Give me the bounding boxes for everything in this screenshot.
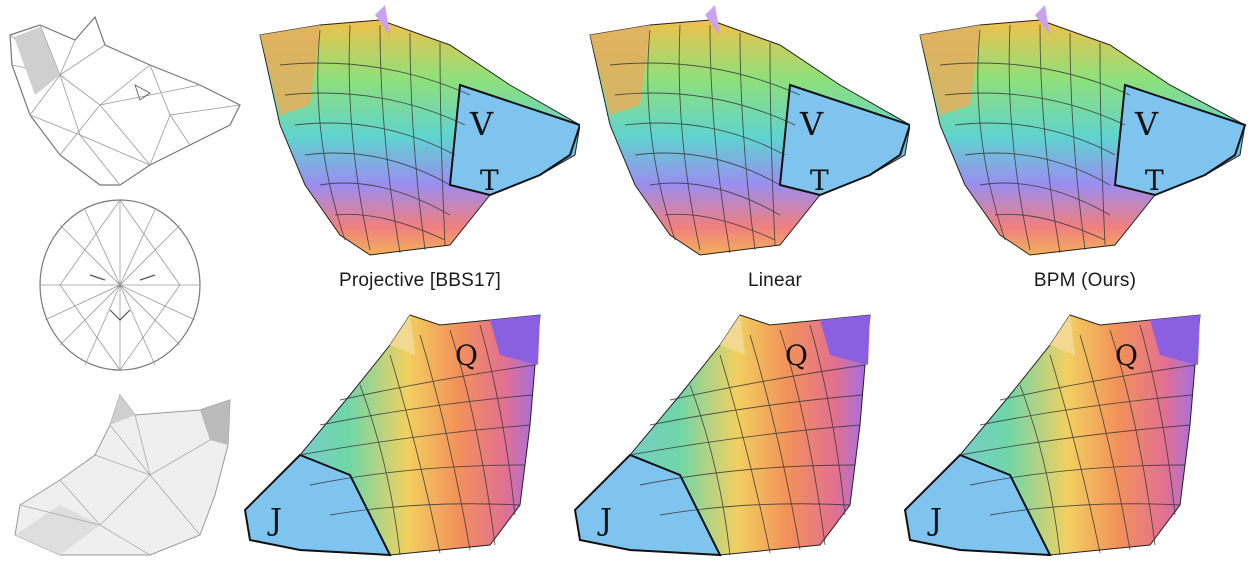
input-mesh-side: [0, 5, 250, 190]
textured-mesh-projective-bottom: J Q: [243, 314, 541, 557]
svg-text:V: V: [799, 105, 824, 143]
svg-text:T: T: [1145, 164, 1164, 197]
result-linear-top: V T: [580, 5, 910, 265]
input-mesh-flat-shaded: [0, 385, 250, 563]
svg-text:Q: Q: [785, 339, 808, 372]
svg-text:J: J: [597, 503, 612, 538]
mesh-wireframe-side: [9, 15, 241, 186]
result-bpm-bottom: J Q: [900, 305, 1230, 560]
result-projective-bottom: J Q: [240, 305, 570, 560]
mesh-flat-shaded: [14, 393, 231, 556]
caption-linear: Linear: [747, 270, 803, 291]
svg-text:J: J: [267, 503, 282, 538]
svg-text:Q: Q: [455, 339, 478, 372]
svg-text:V: V: [1134, 105, 1159, 143]
textured-mesh-bpm-top: V T: [919, 5, 1247, 256]
caption-projective: Projective [BBS17]: [338, 270, 501, 291]
textured-mesh-linear-bottom: J Q: [573, 314, 871, 557]
textured-mesh-bpm-bottom: J Q: [903, 314, 1201, 557]
mesh-wireframe-front: [39, 199, 201, 371]
result-projective-top: V T: [250, 5, 580, 265]
result-bpm-top: V T: [910, 5, 1250, 265]
svg-text:V: V: [469, 105, 494, 143]
svg-text:J: J: [927, 503, 942, 538]
input-mesh-front: [25, 190, 215, 375]
svg-text:Q: Q: [1115, 339, 1138, 372]
textured-mesh-linear-top: V T: [589, 5, 910, 256]
textured-mesh-projective-top: V T: [259, 5, 580, 256]
svg-text:T: T: [810, 164, 829, 197]
svg-text:T: T: [480, 164, 499, 197]
caption-bpm: BPM (Ours): [1033, 270, 1137, 291]
result-linear-bottom: J Q: [570, 305, 900, 560]
